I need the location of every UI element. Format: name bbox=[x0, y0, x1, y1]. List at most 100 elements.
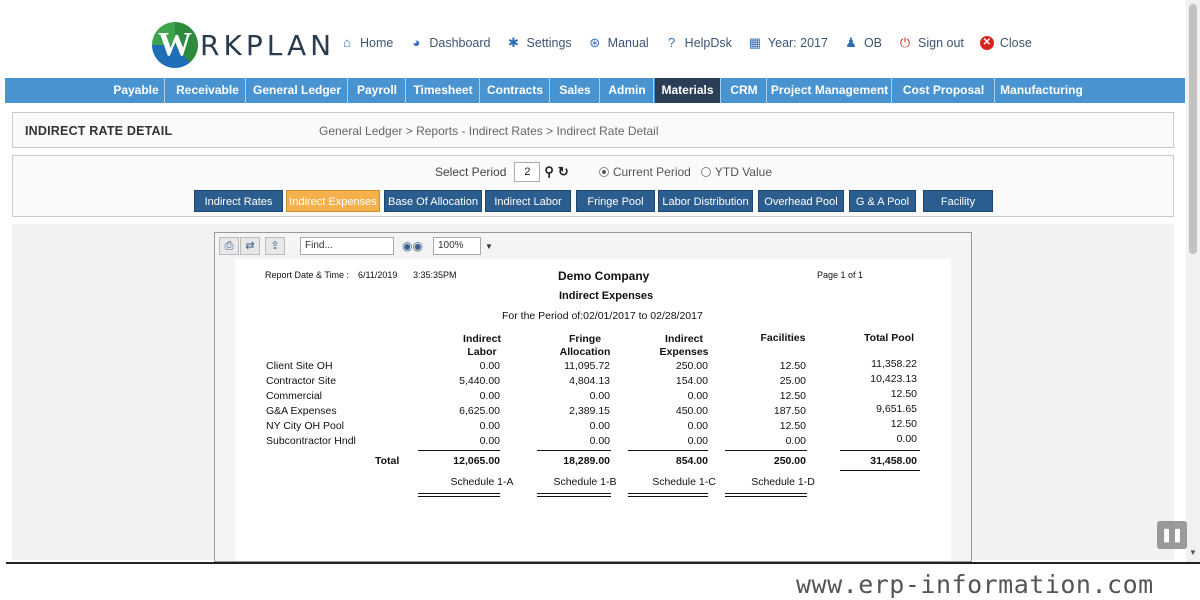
report-viewer: ⎙ ⇄ ⇪ Find... ◉◉ 100% ▼ Report Date & Ti… bbox=[214, 232, 972, 562]
table-cell: 0.00 bbox=[589, 435, 610, 447]
divider bbox=[418, 493, 500, 494]
topnav-settings[interactable]: ✱ Settings bbox=[507, 36, 572, 51]
divider bbox=[840, 450, 920, 451]
tab-g-a-pool[interactable]: G & A Pool bbox=[849, 190, 916, 212]
divider bbox=[628, 450, 708, 451]
row-label: G&A Expenses bbox=[266, 405, 337, 417]
schedule-label: Schedule 1-A bbox=[450, 476, 514, 488]
find-input[interactable]: Find... bbox=[300, 237, 394, 255]
dashboard-icon: ◕ bbox=[412, 35, 421, 50]
tab-labor-distribution[interactable]: Labor Distribution bbox=[658, 190, 753, 212]
row-label: NY City OH Pool bbox=[266, 420, 344, 432]
topnav-home[interactable]: ⌂ Home bbox=[340, 36, 393, 51]
total-cell: 18,289.00 bbox=[563, 455, 610, 467]
table-cell: 10,423.13 bbox=[870, 373, 917, 385]
top-navigation: ⌂ Home ◕ Dashboard ✱ Settings ⊛ Manual ? HelpDsk ▦… bbox=[340, 36, 1048, 50]
menu-item-admin[interactable]: Admin bbox=[601, 78, 654, 103]
table-cell: 12.50 bbox=[779, 420, 806, 432]
total-cell: 854.00 bbox=[675, 455, 708, 467]
menu-item-sales[interactable]: Sales bbox=[551, 78, 600, 103]
menu-item-crm[interactable]: CRM bbox=[722, 78, 767, 103]
topnav-dashboard[interactable]: ◕ Dashboard bbox=[409, 35, 490, 51]
column-header: Indirect bbox=[463, 333, 501, 345]
tab-facility[interactable]: Facility bbox=[923, 190, 993, 212]
schedule-label: Schedule 1-B bbox=[553, 476, 617, 488]
user-icon: ♟ bbox=[845, 35, 857, 50]
scroll-down-icon[interactable]: ▼ bbox=[1189, 548, 1197, 557]
report-name: Indirect Expenses bbox=[559, 290, 654, 302]
print-icon[interactable]: ⎙ bbox=[219, 237, 239, 255]
period-input[interactable]: 2 bbox=[514, 162, 541, 182]
topnav-helpdsk[interactable]: ? HelpDsk bbox=[665, 36, 732, 51]
wrkplan-logo[interactable]: W RKPLAN bbox=[152, 22, 335, 68]
current-period-label: Current Period bbox=[612, 165, 691, 179]
tab-indirect-rates[interactable]: Indirect Rates bbox=[194, 190, 283, 212]
tab-indirect-labor[interactable]: Indirect Labor bbox=[485, 190, 571, 212]
logo-w-icon: W bbox=[152, 22, 198, 68]
close-icon: ✕ bbox=[979, 36, 994, 50]
tab-base-of-allocation[interactable]: Base Of Allocation bbox=[384, 190, 482, 212]
divider bbox=[628, 493, 708, 494]
topnav-sign-out[interactable]: ⏻ Sign out bbox=[898, 35, 964, 51]
page-scrollbar[interactable]: ▼ bbox=[1186, 0, 1200, 562]
menu-item-general-ledger[interactable]: General Ledger bbox=[247, 78, 348, 103]
table-cell: 4,804.13 bbox=[569, 375, 610, 387]
zoom-select[interactable]: 100% bbox=[432, 237, 481, 255]
menu-item-payable[interactable]: Payable bbox=[108, 78, 165, 103]
company-name: Demo Company bbox=[558, 269, 650, 283]
menu-item-timesheet[interactable]: Timesheet bbox=[407, 78, 480, 103]
current-period-radio[interactable] bbox=[598, 167, 609, 177]
divider bbox=[418, 496, 500, 497]
table-cell: 0.00 bbox=[479, 360, 500, 372]
export-icon[interactable]: ⇄ bbox=[240, 237, 260, 255]
topnav-manual[interactable]: ⊛ Manual bbox=[588, 35, 648, 51]
search-icon[interactable]: ⚲ bbox=[544, 164, 554, 179]
table-cell: 25.00 bbox=[779, 375, 806, 387]
title-panel: INDIRECT RATE DETAIL General Ledger > Re… bbox=[12, 112, 1174, 148]
report-page: Report Date & Time : 6/11/2019 3:35:35PM… bbox=[235, 259, 951, 561]
divider bbox=[537, 493, 611, 494]
tab-indirect-expenses[interactable]: Indirect Expenses bbox=[286, 190, 380, 212]
tab-overhead-pool[interactable]: Overhead Pool bbox=[758, 190, 844, 212]
table-cell: 154.00 bbox=[675, 375, 708, 387]
table-cell: 2,389.15 bbox=[569, 405, 610, 417]
scrollbar-thumb[interactable] bbox=[1189, 4, 1197, 254]
menu-item-contracts[interactable]: Contracts bbox=[481, 78, 550, 103]
menu-item-payroll[interactable]: Payroll bbox=[349, 78, 406, 103]
divider bbox=[6, 562, 1200, 564]
menu-item-manufacturing[interactable]: Manufacturing bbox=[1000, 83, 1083, 97]
report-time: 3:35:35PM bbox=[413, 270, 457, 280]
divider bbox=[418, 450, 500, 451]
tab-fringe-pool[interactable]: Fringe Pool bbox=[576, 190, 655, 212]
report-date: 6/11/2019 bbox=[358, 270, 398, 280]
menu-item-receivable[interactable]: Receivable bbox=[170, 78, 246, 103]
table-cell: 11,358.22 bbox=[871, 358, 917, 370]
column-header: Expenses bbox=[659, 346, 709, 358]
column-header: Fringe bbox=[568, 333, 602, 345]
refresh-icon[interactable]: ↻ bbox=[557, 164, 569, 179]
menu-item-cost-proposal[interactable]: Cost Proposal bbox=[893, 78, 995, 103]
pause-icon[interactable]: ❚❚ bbox=[1157, 521, 1187, 549]
topnav-label: Settings bbox=[526, 36, 572, 50]
power-icon: ⏻ bbox=[899, 35, 911, 50]
divider bbox=[537, 450, 611, 451]
ytd-value-radio[interactable] bbox=[700, 167, 711, 177]
binoculars-icon[interactable]: ◉◉ bbox=[402, 239, 423, 253]
zoom-dropdown-icon[interactable]: ▼ bbox=[484, 241, 493, 251]
breadcrumb: General Ledger > Reports - Indirect Rate… bbox=[319, 124, 659, 138]
manual-icon: ⊛ bbox=[589, 35, 601, 50]
schedule-label: Schedule 1-C bbox=[652, 476, 716, 488]
topnav-ob[interactable]: ♟ OB bbox=[844, 35, 882, 51]
divider bbox=[537, 496, 611, 497]
menu-item-project-management[interactable]: Project Management bbox=[768, 78, 892, 103]
topnav-close[interactable]: ✕ Close bbox=[979, 36, 1032, 50]
upload-icon[interactable]: ⇪ bbox=[265, 237, 285, 255]
table-cell: 6,625.00 bbox=[459, 405, 500, 417]
table-cell: 0.00 bbox=[687, 420, 708, 432]
total-cell: 12,065.00 bbox=[453, 455, 500, 467]
menu-item-materials[interactable]: Materials bbox=[655, 78, 721, 103]
row-label: Contractor Site bbox=[266, 375, 337, 387]
page-number: Page 1 of 1 bbox=[817, 270, 864, 280]
table-cell: 12.50 bbox=[779, 360, 806, 372]
topnav-year-2017[interactable]: ▦ Year: 2017 bbox=[748, 36, 828, 51]
